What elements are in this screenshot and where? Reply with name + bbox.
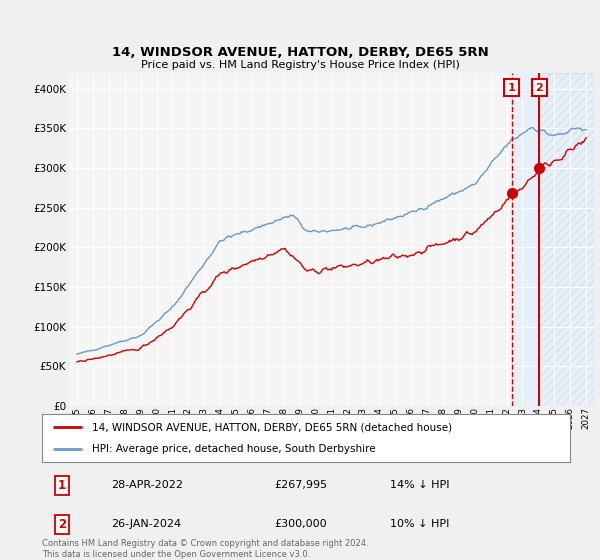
Text: 1: 1 (508, 83, 515, 93)
Text: 10% ↓ HPI: 10% ↓ HPI (391, 520, 450, 529)
Text: £267,995: £267,995 (274, 480, 328, 491)
Text: 26-JAN-2024: 26-JAN-2024 (110, 520, 181, 529)
Text: 1: 1 (58, 479, 66, 492)
Text: 2: 2 (58, 518, 66, 531)
Bar (512, 73, 594, 406)
Bar (539, 73, 594, 406)
Text: £300,000: £300,000 (274, 520, 327, 529)
Text: 2: 2 (536, 83, 544, 93)
Text: HPI: Average price, detached house, South Derbyshire: HPI: Average price, detached house, Sout… (92, 444, 376, 454)
Text: 14, WINDSOR AVENUE, HATTON, DERBY, DE65 5RN (detached house): 14, WINDSOR AVENUE, HATTON, DERBY, DE65 … (92, 422, 452, 432)
Text: 28-APR-2022: 28-APR-2022 (110, 480, 182, 491)
Text: Price paid vs. HM Land Registry's House Price Index (HPI): Price paid vs. HM Land Registry's House … (140, 60, 460, 70)
Text: 14% ↓ HPI: 14% ↓ HPI (391, 480, 450, 491)
Text: 14, WINDSOR AVENUE, HATTON, DERBY, DE65 5RN: 14, WINDSOR AVENUE, HATTON, DERBY, DE65 … (112, 46, 488, 59)
Text: Contains HM Land Registry data © Crown copyright and database right 2024.
This d: Contains HM Land Registry data © Crown c… (42, 539, 368, 559)
